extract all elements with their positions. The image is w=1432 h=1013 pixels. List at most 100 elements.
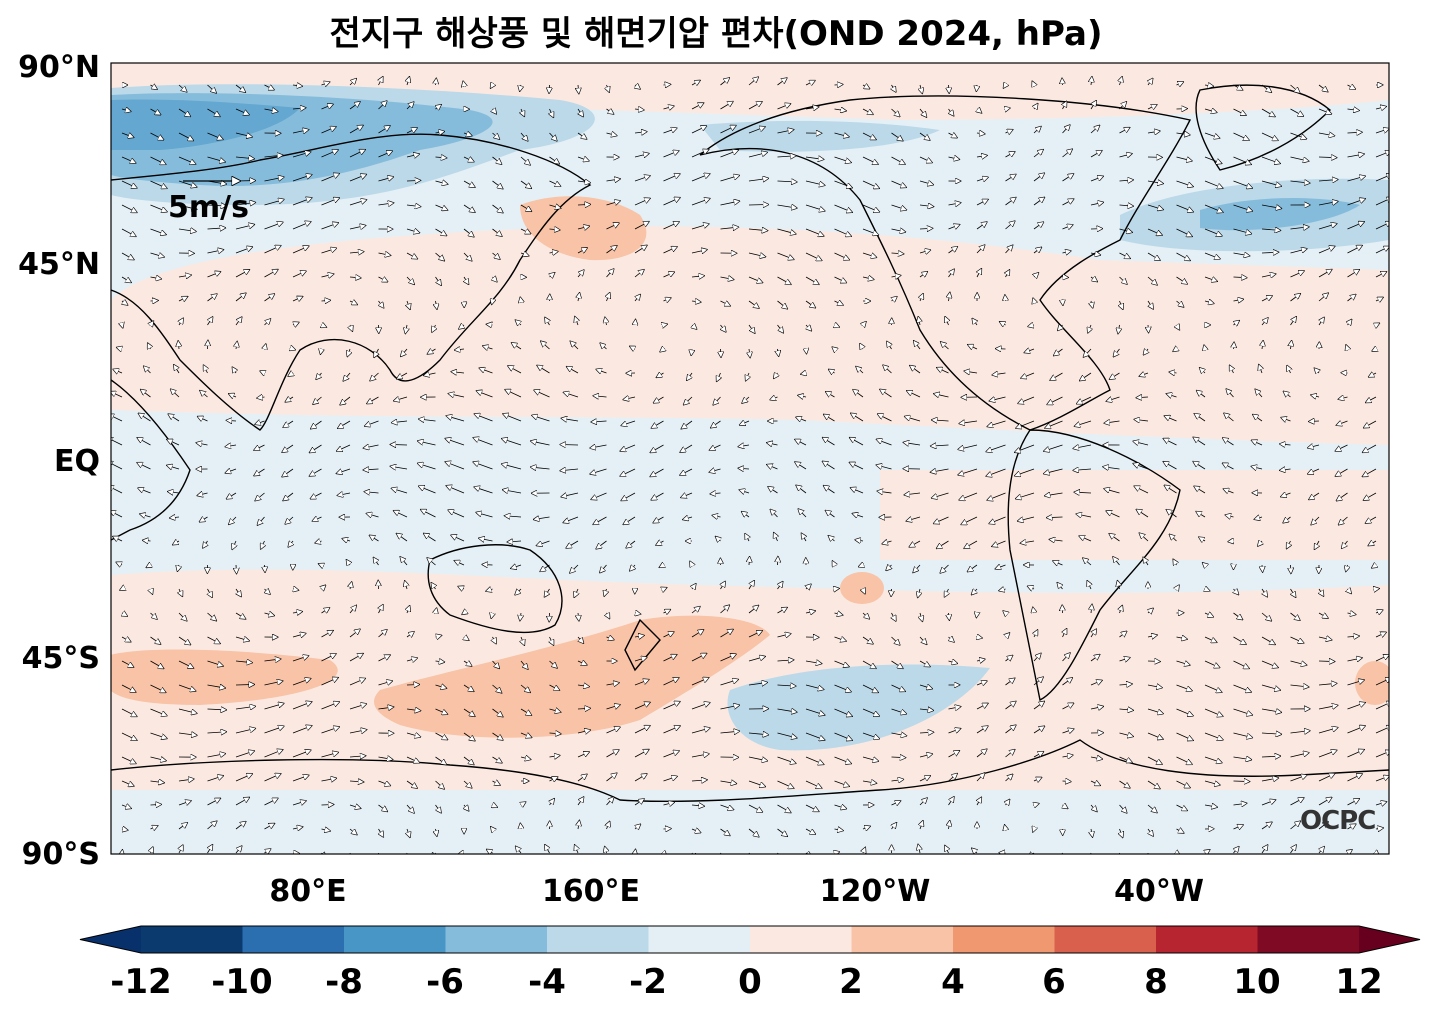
- wind-arrow: [593, 516, 607, 524]
- wind-arrow: [1283, 391, 1291, 397]
- wind-arrow: [492, 156, 502, 164]
- wind-arrow: [459, 325, 464, 329]
- wind-arrow: [549, 132, 557, 141]
- wind-arrow: [292, 108, 306, 109]
- wind-arrow: [178, 84, 187, 92]
- wind-arrow: [321, 804, 334, 805]
- wind-arrow: [1005, 197, 1016, 206]
- wind-arrow: [1369, 373, 1377, 377]
- wind-arrow: [349, 225, 366, 229]
- wind-arrow: [255, 492, 265, 501]
- wind-arrow: [1233, 781, 1250, 782]
- colorbar-segment: [851, 926, 954, 953]
- wind-arrow: [976, 222, 987, 230]
- wind-arrow: [378, 277, 388, 282]
- wind-arrow: [406, 276, 414, 284]
- wind-arrow: [681, 420, 693, 429]
- wind-arrow: [680, 444, 693, 452]
- wind-arrow: [203, 540, 208, 548]
- wind-arrow: [937, 540, 949, 549]
- wind-arrow: [1077, 396, 1092, 404]
- wind-arrow: [805, 107, 819, 109]
- wind-arrow: [1006, 270, 1010, 278]
- wind-arrow: [502, 439, 522, 446]
- wind-arrow: [623, 397, 636, 400]
- wind-arrow: [823, 438, 835, 446]
- wind-arrow: [463, 157, 474, 162]
- wind-arrow: [401, 348, 408, 356]
- wind-arrow: [479, 368, 493, 374]
- wind-arrow: [683, 517, 693, 520]
- wind-arrow: [1090, 151, 1102, 158]
- wind-arrow: [862, 277, 874, 279]
- wind-arrow: [591, 492, 607, 499]
- wind-arrow: [1261, 180, 1281, 186]
- wind-arrow: [121, 180, 137, 188]
- wind-arrow: [1062, 199, 1074, 206]
- wind-arrow: [850, 462, 864, 470]
- wind-arrow: [292, 175, 312, 182]
- wind-arrow: [254, 444, 265, 450]
- wind-arrow: [264, 177, 284, 182]
- wind-arrow: [691, 103, 704, 110]
- wind-arrow: [264, 199, 284, 206]
- colorbar-segment: [1156, 926, 1258, 953]
- wind-arrow: [321, 104, 334, 110]
- wind-arrow: [493, 277, 497, 282]
- lat-label-eq: EQ: [54, 444, 100, 479]
- wind-arrow: [111, 511, 123, 518]
- wind-arrow: [1148, 324, 1149, 333]
- wind-arrow: [397, 534, 408, 542]
- wind-arrow: [1318, 269, 1332, 278]
- wind-arrow: [1204, 180, 1223, 188]
- wind-arrow: [663, 128, 677, 134]
- wind-arrow: [1005, 295, 1006, 302]
- wind-arrow: [577, 270, 584, 278]
- wind-arrow: [492, 252, 500, 259]
- wind-arrow: [1016, 420, 1035, 428]
- wind-arrow: [207, 294, 217, 302]
- wind-arrow: [121, 133, 134, 137]
- wind-arrow: [436, 300, 437, 309]
- colorbar-tick-4: 4: [941, 962, 965, 1002]
- wind-arrow: [138, 488, 151, 494]
- wind-arrow: [1134, 486, 1149, 494]
- wind-arrow: [235, 317, 242, 326]
- wind-arrow: [1318, 108, 1331, 114]
- wind-arrow: [321, 223, 339, 230]
- wind-arrow: [1290, 84, 1300, 93]
- wind-arrow: [178, 132, 193, 141]
- wind-arrow: [1033, 126, 1041, 134]
- wind-arrow: [406, 684, 419, 685]
- wind-arrow: [1197, 391, 1206, 398]
- wind-arrow: [1290, 132, 1307, 139]
- wind-arrow: [446, 416, 465, 422]
- wind-arrow: [720, 126, 736, 134]
- wind-arrow: [374, 348, 378, 357]
- wind-arrow: [860, 344, 863, 349]
- wind-arrow: [606, 201, 621, 205]
- wind-arrow: [283, 420, 294, 427]
- wind-arrow: [987, 420, 1006, 427]
- wind-arrow: [207, 250, 224, 253]
- wind-arrow: [473, 462, 493, 470]
- wind-arrow: [378, 253, 391, 255]
- wind-arrow: [958, 444, 978, 449]
- wind-arrow: [349, 174, 366, 182]
- wind-arrow: [1000, 322, 1006, 325]
- wind-arrow: [720, 227, 739, 229]
- wind-arrow: [805, 157, 824, 159]
- wind-arrow: [1120, 300, 1123, 309]
- wind-arrow: [537, 365, 550, 374]
- wind-arrow: [968, 345, 978, 349]
- wind-arrow: [1119, 102, 1127, 110]
- wind-arrow: [260, 371, 264, 373]
- wind-arrow: [1199, 537, 1205, 541]
- wind-arrow: [321, 300, 331, 301]
- wind-arrow: [976, 84, 977, 91]
- wind-arrow: [1113, 348, 1120, 357]
- southern-positive-band: [111, 569, 1389, 790]
- wind-arrow: [121, 156, 136, 163]
- wind-arrow: [851, 413, 864, 422]
- wind-arrow: [832, 347, 834, 349]
